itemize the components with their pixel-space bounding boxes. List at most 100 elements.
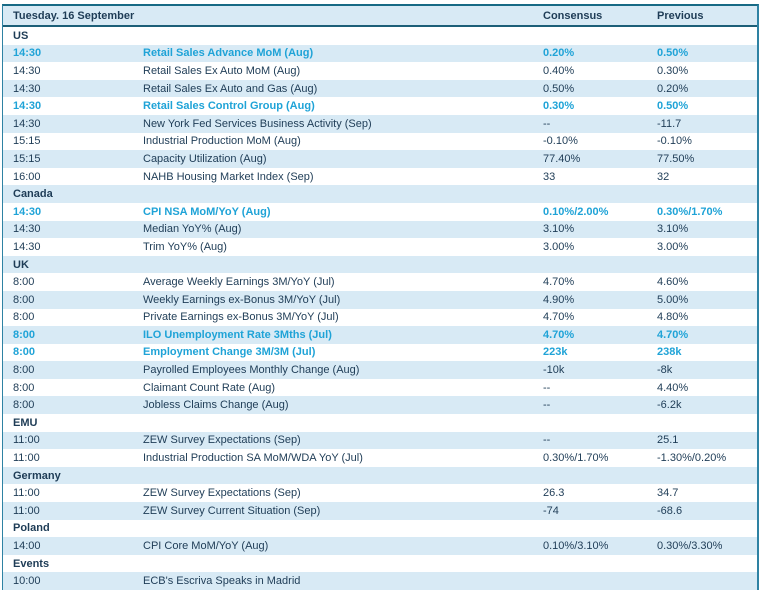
previous-cell: 25.1	[657, 434, 679, 447]
event-name-cell: Payrolled Employees Monthly Change (Aug)	[143, 364, 360, 377]
time-cell: 11:00	[13, 487, 40, 500]
table-row: 16:00 NAHB Housing Market Index (Sep) 33…	[3, 167, 757, 186]
consensus-cell: 0.50%	[543, 82, 575, 95]
consensus-cell: 4.90%	[543, 293, 575, 306]
event-name-cell: Trim YoY% (Aug)	[143, 240, 227, 253]
consensus-cell: 3.10%	[543, 223, 575, 236]
previous-cell: -1.30%/0.20%	[657, 452, 727, 465]
section-label: Germany	[13, 469, 61, 482]
event-name-cell: ZEW Survey Expectations (Sep)	[143, 487, 301, 500]
time-cell: 15:15	[13, 152, 41, 165]
previous-cell: 0.30%/1.70%	[657, 205, 723, 218]
previous-cell: 0.30%	[657, 64, 689, 77]
time-cell: 8:00	[13, 293, 35, 306]
time-cell: 16:00	[13, 170, 41, 183]
consensus-cell: 0.40%	[543, 64, 575, 77]
consensus-cell: -74	[543, 504, 559, 517]
table-row: 14:30 Median YoY% (Aug) 3.10% 3.10%	[3, 220, 757, 239]
table-row: 11:00 ZEW Survey Current Situation (Sep)…	[3, 502, 757, 520]
time-cell: 14:00	[13, 540, 41, 553]
time-cell: 10:00	[13, 575, 41, 588]
event-name-cell: Median YoY% (Aug)	[143, 223, 242, 236]
previous-cell: 0.30%/3.30%	[657, 540, 723, 553]
table-row: 8:00 Jobless Claims Change (Aug) -- -6.2…	[3, 396, 757, 415]
consensus-cell: 0.10%/3.10%	[543, 540, 609, 553]
section-row: EMU	[3, 414, 757, 432]
table-header-row: Tuesday. 16 September Consensus Previous	[3, 6, 757, 27]
previous-cell: 5.00%	[657, 293, 689, 306]
event-name-cell: Weekly Earnings ex-Bonus 3M/YoY (Jul)	[143, 293, 341, 306]
consensus-cell: 3.00%	[543, 240, 575, 253]
previous-cell: 238k	[657, 346, 682, 359]
previous-cell: 32	[657, 170, 670, 183]
time-cell: 8:00	[13, 328, 36, 341]
consensus-cell: 4.70%	[543, 328, 575, 341]
event-name-cell: CPI NSA MoM/YoY (Aug)	[143, 205, 271, 218]
consensus-cell: 0.30%/1.70%	[543, 452, 609, 465]
previous-cell: 4.60%	[657, 276, 689, 289]
time-cell: 14:30	[13, 240, 41, 253]
time-cell: 8:00	[13, 346, 36, 359]
section-label: Canada	[13, 188, 53, 201]
time-cell: 15:15	[13, 135, 41, 148]
previous-cell: 34.7	[657, 487, 679, 500]
table-row: 8:00 Average Weekly Earnings 3M/YoY (Jul…	[3, 273, 757, 291]
event-name-cell: ECB's Escriva Speaks in Madrid	[143, 575, 301, 588]
event-name-cell: Private Earnings ex-Bonus 3M/YoY (Jul)	[143, 311, 339, 324]
section-row: Germany	[3, 466, 757, 485]
time-cell: 8:00	[13, 276, 35, 289]
time-cell: 14:30	[13, 64, 41, 77]
consensus-cell: 4.70%	[543, 276, 575, 289]
event-name-cell: CPI Core MoM/YoY (Aug)	[143, 540, 269, 553]
table-body: US 14:30 Retail Sales Advance MoM (Aug) …	[3, 27, 757, 590]
consensus-cell: --	[543, 399, 551, 412]
consensus-cell: --	[543, 381, 551, 394]
time-cell: 14:30	[13, 205, 42, 218]
time-cell: 14:30	[13, 82, 41, 95]
previous-cell: 3.00%	[657, 240, 689, 253]
table-row: 14:30 Retail Sales Ex Auto and Gas (Aug)…	[3, 79, 757, 98]
consensus-cell: 77.40%	[543, 152, 581, 165]
previous-cell: -8k	[657, 364, 673, 377]
previous-cell: 3.10%	[657, 223, 689, 236]
section-row: US	[3, 27, 757, 45]
table-row: 14:30 CPI NSA MoM/YoY (Aug) 0.10%/2.00% …	[3, 202, 757, 221]
previous-cell: -11.7	[657, 117, 682, 130]
economic-calendar-table: Tuesday. 16 September Consensus Previous…	[2, 4, 759, 590]
event-name-cell: Employment Change 3M/3M (Jul)	[143, 346, 316, 359]
previous-cell: 4.80%	[657, 311, 689, 324]
table-row: 15:15 Capacity Utilization (Aug) 77.40% …	[3, 150, 757, 168]
time-cell: 14:30	[13, 223, 41, 236]
previous-column-header: Previous	[657, 9, 704, 22]
consensus-cell: 26.3	[543, 487, 565, 500]
time-cell: 14:30	[13, 47, 42, 60]
event-name-cell: Industrial Production SA MoM/WDA YoY (Ju…	[143, 452, 363, 465]
table-row: 14:30 Retail Sales Ex Auto MoM (Aug) 0.4…	[3, 62, 757, 80]
table-row: 14:00 CPI Core MoM/YoY (Aug) 0.10%/3.10%…	[3, 537, 757, 555]
event-name-cell: Jobless Claims Change (Aug)	[143, 399, 289, 412]
table-row: 14:30 New York Fed Services Business Act…	[3, 114, 757, 133]
table-row: 10:00 ECB's Escriva Speaks in Madrid	[3, 572, 757, 590]
section-label: UK	[13, 258, 29, 271]
event-name-cell: Retail Sales Control Group (Aug)	[143, 100, 315, 113]
event-name-cell: Average Weekly Earnings 3M/YoY (Jul)	[143, 276, 335, 289]
time-cell: 11:00	[13, 504, 40, 517]
time-cell: 14:30	[13, 100, 42, 113]
time-cell: 8:00	[13, 381, 35, 394]
previous-cell: 0.50%	[657, 47, 689, 60]
consensus-cell: 0.10%/2.00%	[543, 205, 609, 218]
time-cell: 11:00	[13, 452, 40, 465]
table-row: 14:30 Retail Sales Advance MoM (Aug) 0.2…	[3, 44, 757, 63]
section-row: UK	[3, 255, 757, 274]
consensus-cell: -0.10%	[543, 135, 578, 148]
section-label: Events	[13, 557, 50, 570]
date-header: Tuesday. 16 September	[13, 9, 135, 22]
consensus-cell: 0.30%	[543, 100, 575, 113]
event-name-cell: Retail Sales Ex Auto MoM (Aug)	[143, 64, 301, 77]
event-name-cell: ZEW Survey Current Situation (Sep)	[143, 504, 321, 517]
table-row: 8:00 ILO Unemployment Rate 3Mths (Jul) 4…	[3, 326, 757, 344]
time-cell: 8:00	[13, 311, 35, 324]
table-row: 14:30 Trim YoY% (Aug) 3.00% 3.00%	[3, 238, 757, 256]
time-cell: 11:00	[13, 434, 40, 447]
previous-cell: 0.50%	[657, 100, 689, 113]
